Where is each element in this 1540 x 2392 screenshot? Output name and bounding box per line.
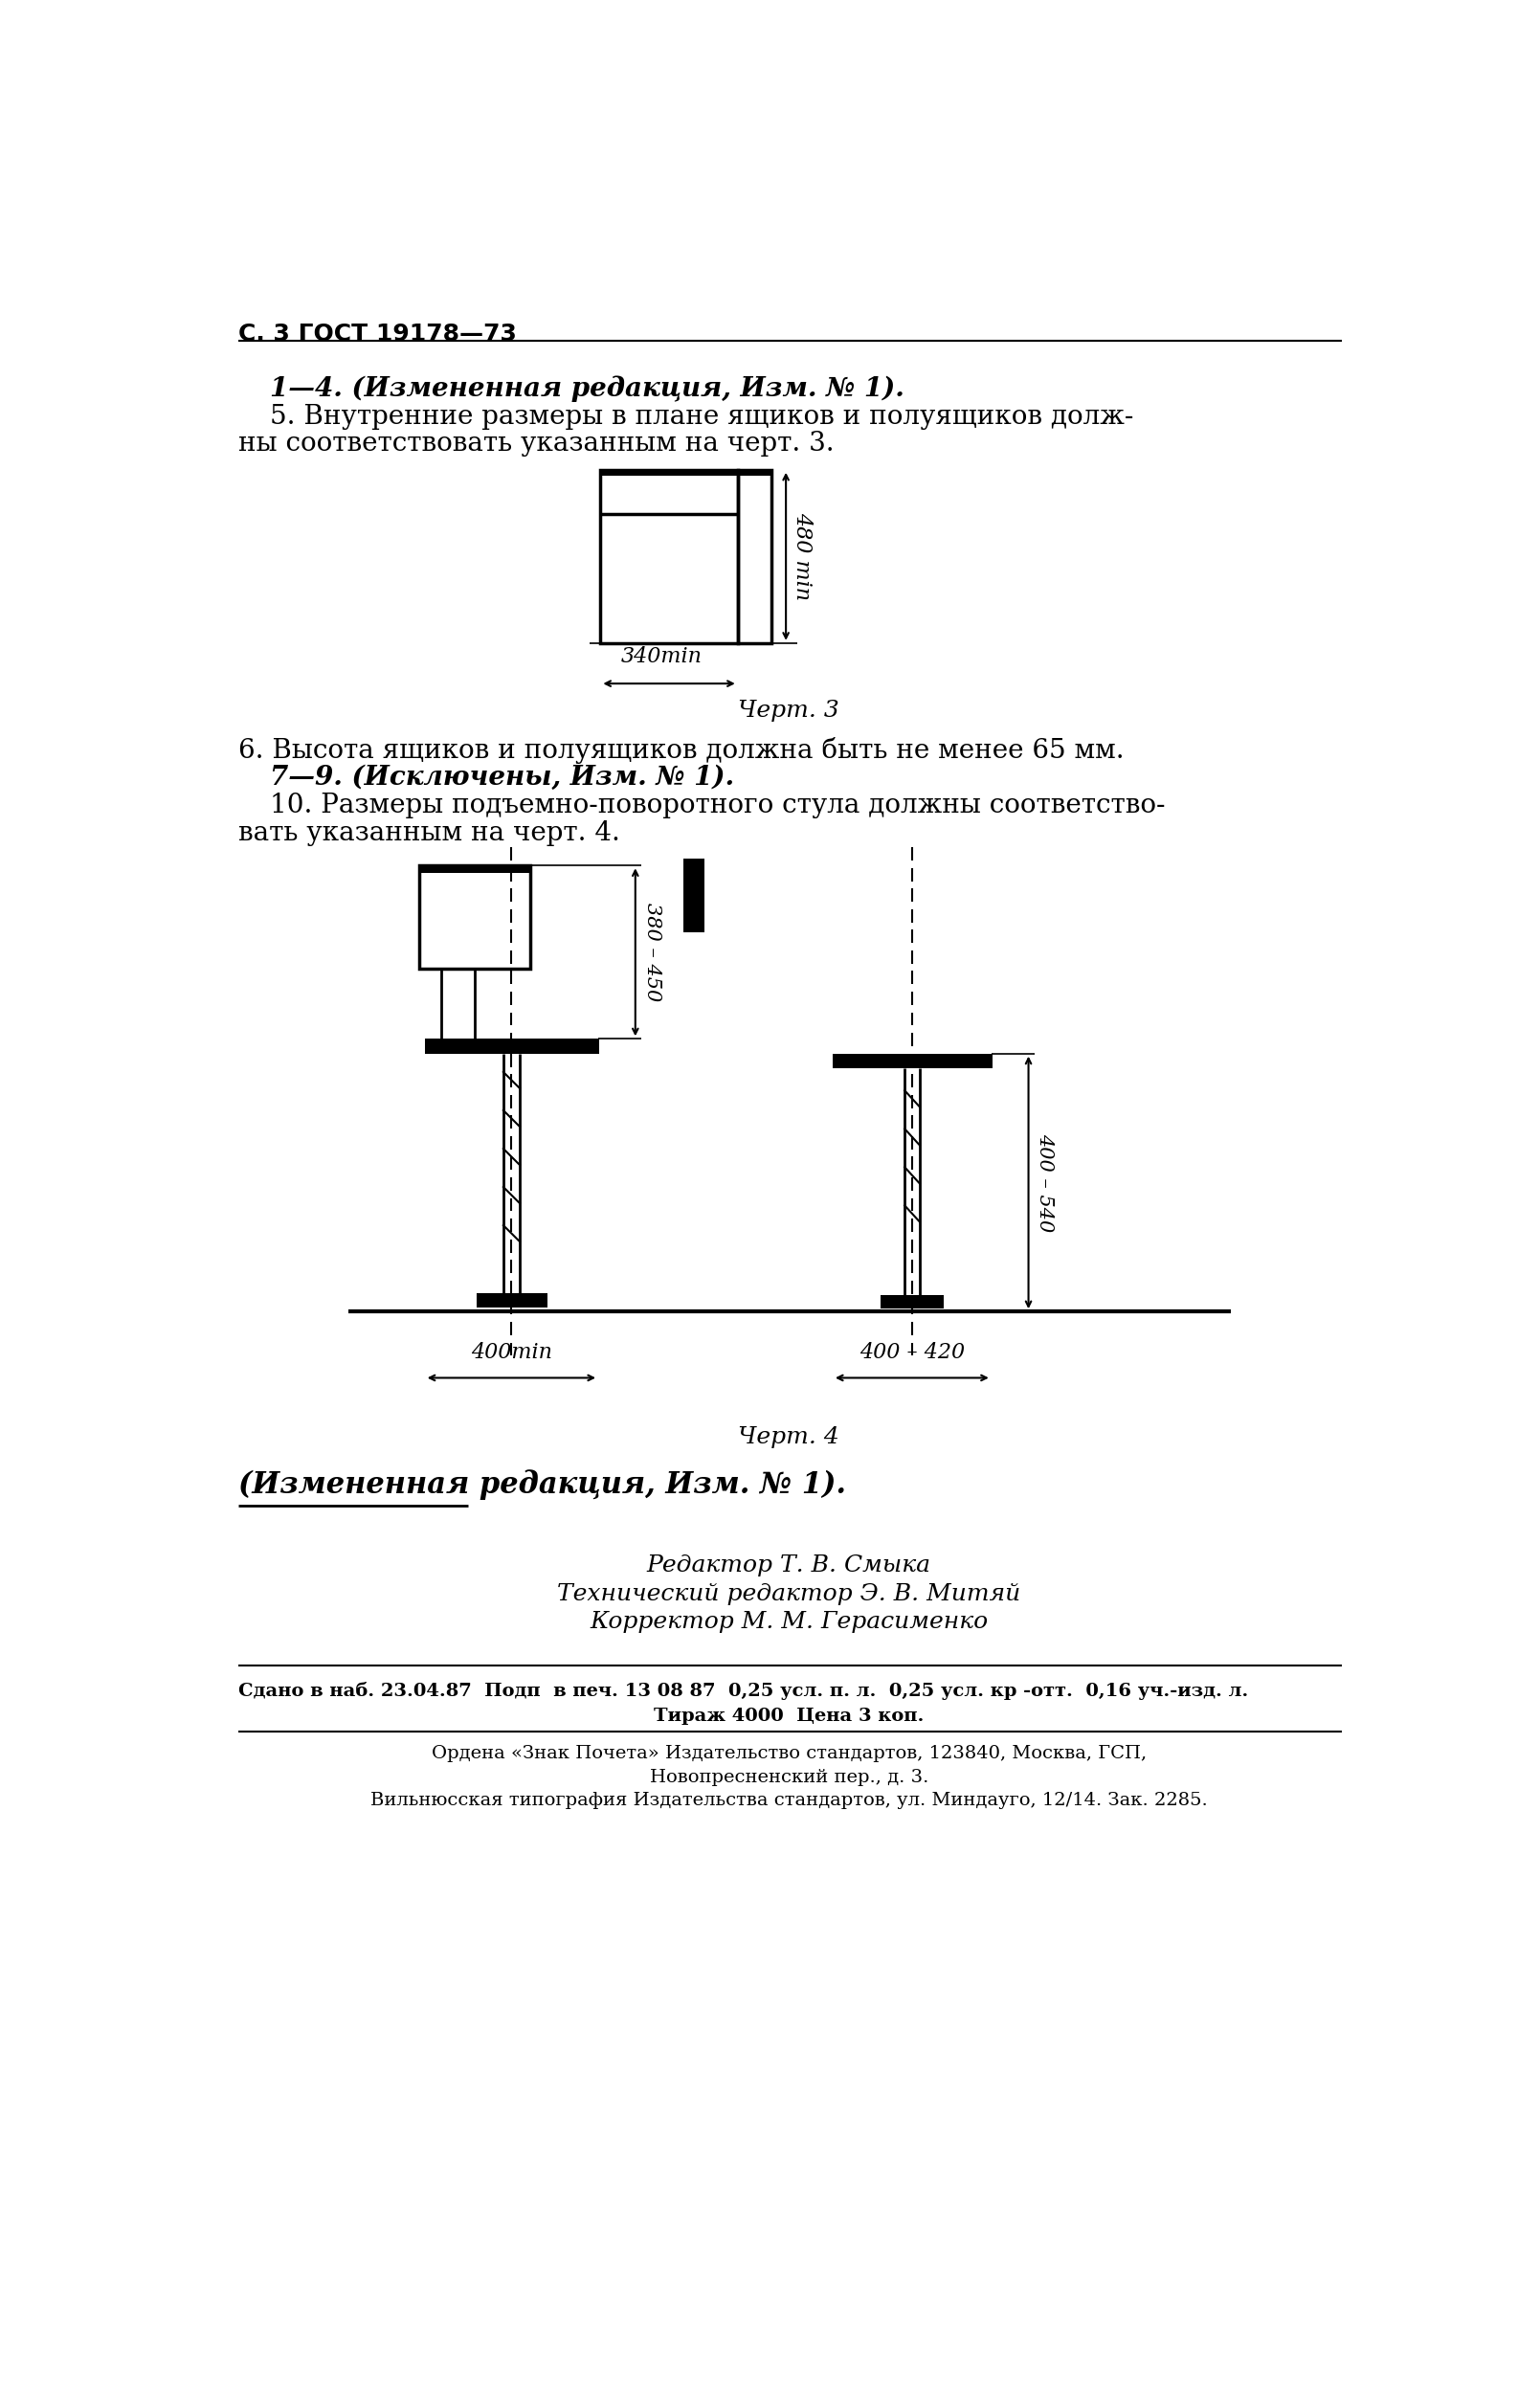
Bar bbox=[738, 469, 772, 643]
Bar bbox=[419, 866, 530, 873]
Bar bbox=[881, 1296, 944, 1308]
Text: Вильнюсская типография Издательства стандартов, ул. Миндауго, 12/14. Зак. 2285.: Вильнюсская типография Издательства стан… bbox=[370, 1792, 1207, 1808]
Text: 6. Высота ящиков и полуящиков должна быть не менее 65 мм.: 6. Высота ящиков и полуящиков должна быт… bbox=[239, 737, 1124, 763]
Text: Технический редактор Э. В. Митяй: Технический редактор Э. В. Митяй bbox=[557, 1584, 1021, 1605]
Text: Черт. 3: Черт. 3 bbox=[738, 701, 839, 722]
Bar bbox=[601, 469, 738, 643]
Text: ны соответствовать указанным на черт. 3.: ны соответствовать указанным на черт. 3. bbox=[239, 431, 835, 457]
Text: 1—4. (Измененная редакция, Изм. № 1).: 1—4. (Измененная редакция, Изм. № 1). bbox=[271, 376, 906, 402]
Text: 480 min: 480 min bbox=[792, 512, 813, 600]
Bar bbox=[684, 859, 704, 933]
Bar bbox=[833, 1052, 992, 1069]
Text: 340min: 340min bbox=[621, 646, 702, 667]
Text: Тираж 4000  Цена 3 коп.: Тираж 4000 Цена 3 коп. bbox=[654, 1708, 924, 1725]
Text: 380 – 450: 380 – 450 bbox=[642, 902, 661, 1002]
Text: 400 – 540: 400 – 540 bbox=[1036, 1134, 1053, 1232]
Text: Сдано в наб. 23.04.87  Подп  в печ. 13 08 87  0,25 усл. п. л.  0,25 усл. кр -отт: Сдано в наб. 23.04.87 Подп в печ. 13 08 … bbox=[239, 1682, 1249, 1701]
Bar bbox=[601, 469, 772, 476]
Text: вать указанным на черт. 4.: вать указанным на черт. 4. bbox=[239, 820, 621, 847]
Text: 10. Размеры подъемно-поворотного стула должны соответство-: 10. Размеры подъемно-поворотного стула д… bbox=[271, 792, 1166, 818]
Text: (Измененная редакция, Изм. № 1).: (Измененная редакция, Изм. № 1). bbox=[239, 1471, 847, 1500]
Text: Корректор М. М. Герасименко: Корректор М. М. Герасименко bbox=[590, 1610, 989, 1634]
Text: 5. Внутренние размеры в плане ящиков и полуящиков долж-: 5. Внутренние размеры в плане ящиков и п… bbox=[271, 404, 1133, 428]
Bar bbox=[419, 866, 530, 969]
Text: Редактор Т. В. Смыка: Редактор Т. В. Смыка bbox=[647, 1555, 932, 1576]
Text: 7—9. (Исключены, Изм. № 1).: 7—9. (Исключены, Изм. № 1). bbox=[271, 765, 735, 789]
Text: С. 3 ГОСТ 19178—73: С. 3 ГОСТ 19178—73 bbox=[239, 323, 517, 344]
Text: 400min: 400min bbox=[471, 1342, 553, 1363]
Bar bbox=[476, 1294, 547, 1308]
Text: 400 – 420: 400 – 420 bbox=[859, 1342, 964, 1363]
Bar bbox=[425, 1038, 599, 1052]
Text: Новопресненский пер., д. 3.: Новопресненский пер., д. 3. bbox=[650, 1768, 929, 1787]
Text: Черт. 4: Черт. 4 bbox=[738, 1426, 839, 1447]
Text: Ордена «Знак Почета» Издательство стандартов, 123840, Москва, ГСП,: Ордена «Знак Почета» Издательство станда… bbox=[431, 1744, 1146, 1763]
